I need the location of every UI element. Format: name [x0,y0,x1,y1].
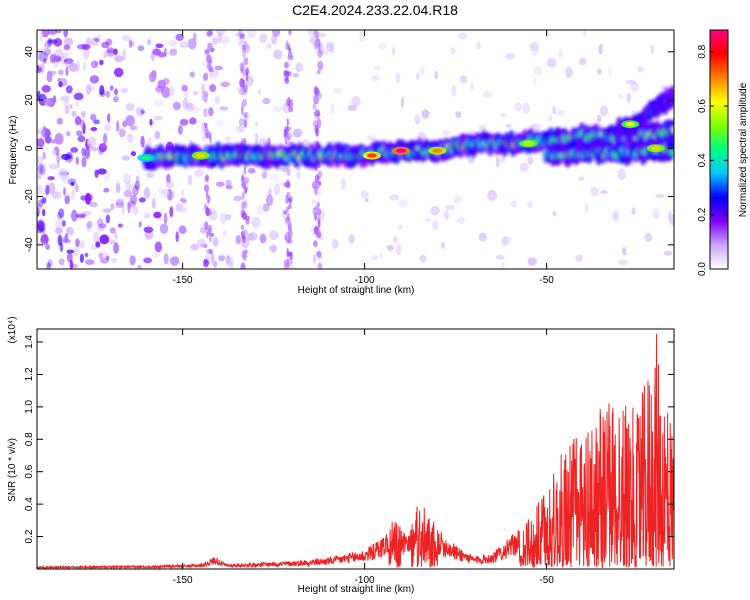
spectrogram-frame [36,29,675,270]
spectrogram-hotspot [625,122,636,127]
colorbar-gradient [709,29,729,270]
y-tick-label: 1.0 [24,399,35,413]
y-tick-label: 1.4 [24,335,35,349]
y-tick-label: 40 [24,46,35,58]
snr-y-axis: 0.2 0.4 0.6 0.8 1.0 1.2 1.4 [24,335,674,544]
spectrogram-y-axis: -40 -20 0 20 40 [24,46,674,252]
colorbar-label: Normalized spectral amplitude [738,82,749,217]
colorbar-tick-label: 0.6 [697,99,708,113]
snr-x-label: Height of straight line (km) [298,584,415,595]
y-tick-label: -40 [24,237,35,252]
snr-panel: -150 -100 -50 0.2 0.4 0.6 0.8 1.0 1.2 1.4 Height… [7,316,675,595]
colorbar-axis: 0.0 0.2 0.4 0.6 0.8 [697,44,728,276]
spectrogram-x-axis: -150 -100 -50 [173,30,554,286]
spectrogram-hotspot [523,141,534,146]
y-tick-label: 0.2 [24,529,35,543]
y-tick-label: 20 [24,94,35,106]
spectrogram-hotspot [141,155,152,161]
spectrogram-hotspot [650,146,661,151]
spectrogram-hotspots [137,120,665,162]
colorbar-tick-label: 0.8 [697,44,708,58]
spectrogram-hotspot [195,153,206,158]
y-tick-label: 0.8 [24,432,35,446]
x-tick-label: -50 [539,275,554,286]
x-tick-label: -100 [355,575,375,586]
spectrogram-hotspot [396,148,406,153]
colorbar: 0.0 0.2 0.4 0.6 0.8 Normalized spectral ampl… [697,29,749,276]
y-tick-label: 0.4 [24,497,35,511]
snr-plot-area [37,329,674,569]
snr-x-axis: -150 -100 -50 [173,329,554,586]
x-tick-label: -100 [355,275,375,286]
spectrogram-panel: -150 -100 -50 -40 -20 0 20 40 Height of straig… [8,29,675,296]
y-tick-label: 1.2 [24,367,35,381]
spectrogram-hotspot [366,153,377,158]
x-tick-label: -50 [539,575,554,586]
colorbar-tick-label: 0.2 [697,207,708,221]
spectrogram-y-label: Frequency (Hz) [8,116,19,185]
y-tick-label: -20 [24,189,35,204]
spectrogram-x-label: Height of straight line (km) [298,285,415,296]
y-tick-label: 0.6 [24,464,35,478]
snr-y-label: SNR (10 * v/v) [7,438,18,502]
spectrogram-hotspot [432,148,443,153]
x-tick-label: -150 [173,575,193,586]
chart-title: C2E4.2024.233.22.04.R18 [292,2,458,18]
x-tick-label: -150 [173,275,193,286]
snr-series-line [37,333,674,569]
spectrogram-heat-layer [37,30,674,269]
colorbar-tick-label: 0.4 [697,153,708,167]
snr-frame [36,328,675,570]
snr-y-exponent: (x10⁴) [7,316,18,343]
colorbar-tick-label: 0.0 [697,262,708,276]
y-tick-label: 0 [24,145,35,151]
